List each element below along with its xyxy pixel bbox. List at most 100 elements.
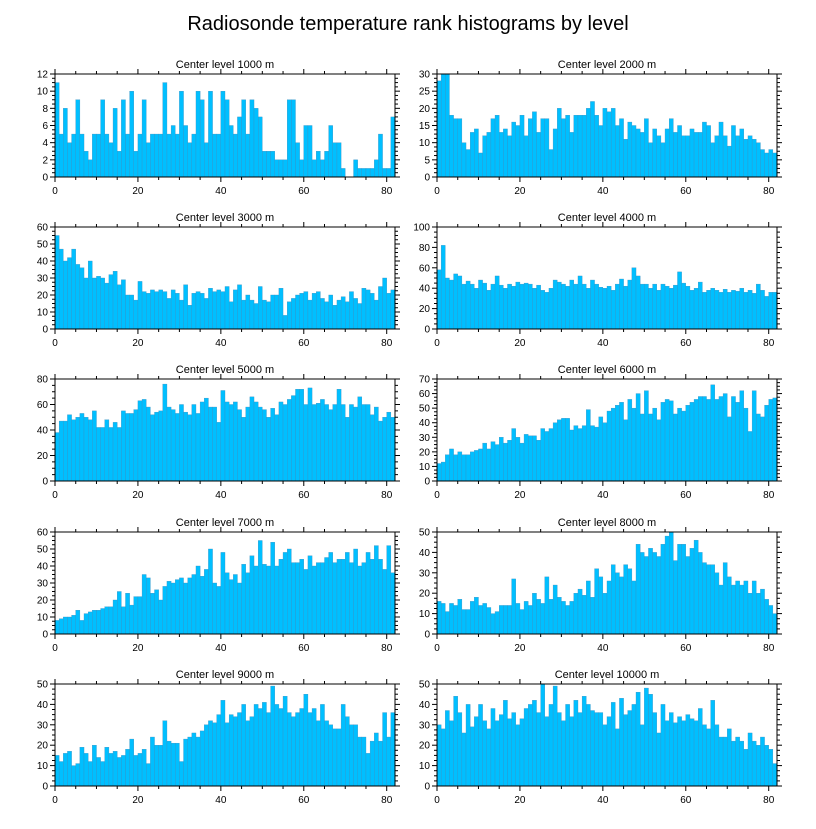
bar	[336, 389, 342, 482]
bar	[693, 288, 699, 330]
bar	[54, 432, 60, 482]
bar	[125, 413, 130, 482]
bar	[349, 562, 354, 635]
bar	[499, 284, 504, 330]
bar	[590, 597, 595, 635]
bar	[307, 712, 313, 787]
bar	[718, 736, 724, 787]
bar	[179, 299, 184, 330]
bar	[660, 704, 666, 787]
bar	[257, 286, 263, 330]
bar	[154, 589, 159, 635]
bar	[287, 301, 292, 330]
bar	[515, 125, 521, 178]
bar	[453, 696, 458, 787]
bar	[112, 599, 118, 635]
bar	[722, 393, 728, 482]
bar	[581, 696, 587, 787]
x-tick-label: 40	[215, 795, 227, 806]
bar	[660, 142, 666, 178]
bar	[544, 431, 550, 482]
bar	[386, 168, 392, 178]
bar	[768, 605, 774, 635]
bar	[320, 298, 325, 330]
bar	[133, 151, 139, 178]
bar	[615, 283, 620, 330]
bar	[751, 580, 757, 635]
bar	[710, 142, 715, 178]
bar	[656, 556, 662, 635]
bar	[681, 410, 686, 482]
y-tick-label: 0	[424, 782, 430, 793]
bar	[87, 419, 93, 482]
x-tick-label: 20	[132, 795, 144, 806]
bar	[340, 559, 346, 635]
bar	[216, 422, 222, 482]
bar	[474, 716, 479, 787]
bar	[760, 149, 765, 178]
bar	[224, 401, 230, 482]
bar	[100, 427, 105, 482]
bar	[581, 595, 587, 635]
bar	[108, 142, 114, 178]
bar	[548, 599, 554, 635]
bar	[565, 115, 570, 178]
bar	[249, 555, 255, 635]
bar	[602, 288, 608, 330]
bar	[577, 428, 583, 482]
bar	[743, 580, 749, 635]
bar	[499, 132, 504, 178]
bar	[764, 152, 769, 178]
bar	[478, 448, 483, 482]
bar	[469, 601, 475, 635]
bar	[320, 704, 325, 787]
y-tick-label: 0	[424, 325, 430, 336]
bar	[92, 133, 97, 178]
bar	[299, 159, 304, 178]
y-tick-label: 0	[42, 477, 48, 488]
bar	[714, 135, 720, 178]
bar	[478, 704, 483, 787]
bar	[718, 396, 724, 482]
bar	[523, 601, 529, 635]
bar	[237, 712, 242, 787]
bar	[133, 755, 139, 787]
bar	[295, 712, 300, 787]
bar	[332, 728, 338, 787]
bar	[764, 599, 769, 635]
bar	[594, 115, 599, 178]
bar	[457, 275, 463, 330]
bar	[187, 736, 193, 787]
bar	[598, 416, 604, 482]
bar	[594, 283, 599, 330]
bar	[499, 605, 504, 635]
panel-title: Center level 4000 m	[558, 212, 656, 224]
bar	[503, 605, 508, 635]
bar	[117, 591, 122, 635]
x-tick-label: 0	[434, 643, 440, 654]
bar	[706, 290, 711, 330]
bar	[146, 763, 151, 787]
bar	[511, 428, 516, 482]
bar	[449, 720, 454, 787]
y-tick-label: 30	[37, 720, 49, 731]
bar	[257, 708, 263, 787]
y-ticks: 0 2 4 6 8 10 12	[37, 70, 400, 184]
bar	[702, 562, 707, 635]
bar	[287, 548, 292, 635]
panel-7: Center level 7000 m 0 10 20 30 40 50 60 0 20 40 60 8…	[37, 517, 400, 654]
y-tick-label: 20	[419, 104, 431, 115]
bar	[204, 397, 209, 482]
bar	[445, 454, 450, 482]
bar	[316, 291, 321, 330]
bar	[262, 564, 267, 635]
bar	[573, 283, 579, 330]
bar	[340, 404, 346, 482]
bar	[349, 404, 354, 482]
bar	[652, 407, 657, 482]
bar	[170, 582, 176, 635]
bar	[747, 593, 753, 635]
bar	[249, 396, 255, 482]
bar	[195, 90, 201, 178]
bar	[237, 582, 242, 635]
